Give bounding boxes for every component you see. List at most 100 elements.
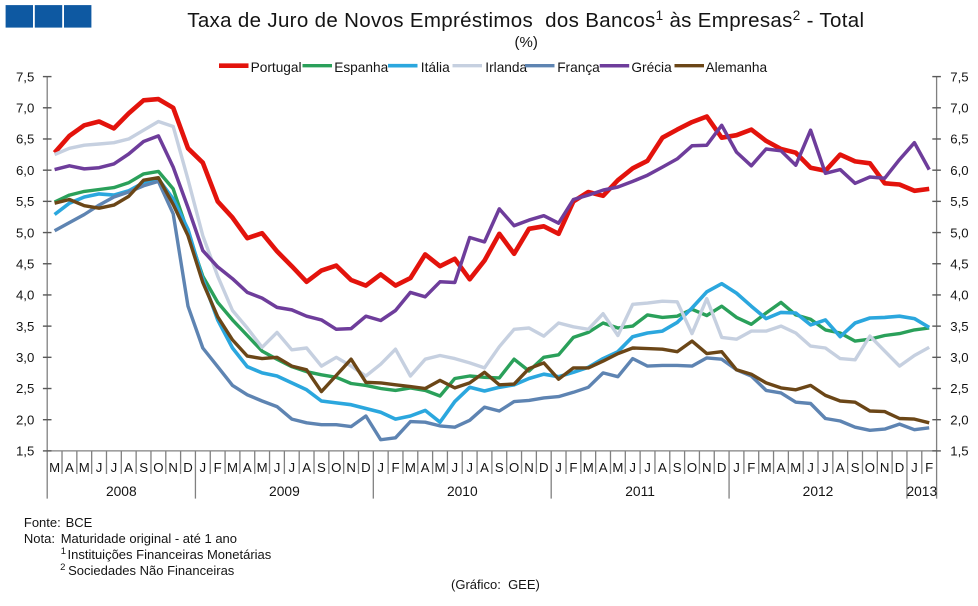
svg-text:N: N — [168, 460, 178, 475]
svg-text:M: M — [49, 460, 60, 475]
svg-text:7,0: 7,0 — [16, 101, 34, 116]
svg-text:N: N — [346, 460, 356, 475]
svg-text:D: D — [717, 460, 727, 475]
svg-text:6,0: 6,0 — [16, 163, 34, 178]
svg-text:M: M — [79, 460, 90, 475]
svg-text:3,0: 3,0 — [16, 350, 34, 365]
svg-text:4,5: 4,5 — [16, 256, 34, 271]
svg-text:J: J — [911, 460, 918, 475]
svg-text:A: A — [421, 460, 430, 475]
svg-text:F: F — [214, 460, 222, 475]
svg-text:F: F — [925, 460, 933, 475]
svg-text:2009: 2009 — [269, 484, 300, 499]
svg-text:Espanha: Espanha — [334, 60, 388, 75]
svg-text:7,0: 7,0 — [950, 101, 968, 116]
svg-text:N: N — [524, 460, 534, 475]
svg-text:2,5: 2,5 — [950, 381, 968, 396]
svg-text:2013: 2013 — [906, 484, 937, 499]
svg-text:J: J — [200, 460, 207, 475]
svg-text:2008: 2008 — [106, 484, 137, 499]
svg-text:4,0: 4,0 — [950, 288, 968, 303]
svg-text:A: A — [777, 460, 786, 475]
svg-text:A: A — [658, 460, 667, 475]
svg-text:D: D — [183, 460, 193, 475]
svg-text:J: J — [733, 460, 740, 475]
svg-text:J: J — [822, 460, 829, 475]
svg-text:3,5: 3,5 — [950, 319, 968, 334]
svg-text:J: J — [111, 460, 118, 475]
svg-text:O: O — [153, 460, 163, 475]
svg-text:F: F — [747, 460, 755, 475]
svg-text:J: J — [466, 460, 473, 475]
svg-text:M: M — [257, 460, 268, 475]
svg-text:A: A — [836, 460, 845, 475]
svg-text:S: S — [317, 460, 326, 475]
svg-text:(%): (%) — [515, 34, 538, 51]
svg-text:S: S — [495, 460, 504, 475]
svg-text:2,0: 2,0 — [16, 412, 34, 427]
svg-text:M: M — [790, 460, 801, 475]
svg-text:5,0: 5,0 — [16, 225, 34, 240]
svg-text:A: A — [302, 460, 311, 475]
svg-text:N: N — [880, 460, 890, 475]
svg-text:5,5: 5,5 — [16, 194, 34, 209]
svg-text:O: O — [509, 460, 519, 475]
svg-text:Maturidade original - até 1 an: Maturidade original - até 1 ano — [61, 531, 237, 546]
svg-text:2,0: 2,0 — [950, 412, 968, 427]
svg-text:Fonte:: Fonte: — [24, 515, 61, 530]
svg-text:A: A — [599, 460, 608, 475]
svg-text:D: D — [361, 460, 371, 475]
svg-text:N: N — [702, 460, 712, 475]
svg-text:J: J — [96, 460, 103, 475]
svg-text:O: O — [331, 460, 341, 475]
svg-text:2012: 2012 — [803, 484, 834, 499]
svg-text:A: A — [243, 460, 252, 475]
svg-text:6,5: 6,5 — [16, 132, 34, 147]
svg-text:Taxa de Juro de Novos Emprésti: Taxa de Juro de Novos Empréstimos dos Ba… — [187, 8, 864, 32]
svg-text:Itália: Itália — [421, 60, 450, 75]
svg-text:D: D — [895, 460, 905, 475]
svg-text:1,5: 1,5 — [950, 444, 968, 459]
svg-text:M: M — [227, 460, 238, 475]
svg-text:Alemanha: Alemanha — [706, 60, 768, 75]
svg-text:5,0: 5,0 — [950, 225, 968, 240]
svg-text:6,5: 6,5 — [950, 132, 968, 147]
svg-text:J: J — [629, 460, 636, 475]
svg-text:D: D — [539, 460, 549, 475]
svg-text:(Gráfico: GEE): (Gráfico: GEE) — [451, 577, 540, 592]
svg-text:J: J — [377, 460, 384, 475]
svg-text:2,5: 2,5 — [16, 381, 34, 396]
svg-text:2010: 2010 — [447, 484, 478, 499]
svg-text:Portugal: Portugal — [251, 60, 302, 75]
svg-text:5,5: 5,5 — [950, 194, 968, 209]
svg-text:A: A — [480, 460, 489, 475]
svg-text:Sociedades Não Financeiras: Sociedades Não Financeiras — [68, 563, 235, 578]
svg-text:7,5: 7,5 — [950, 69, 968, 84]
svg-text:2011: 2011 — [625, 484, 655, 499]
svg-text:Irlanda: Irlanda — [485, 60, 527, 75]
svg-text:7,5: 7,5 — [16, 69, 34, 84]
svg-text:M: M — [405, 460, 416, 475]
svg-text:2: 2 — [60, 562, 65, 573]
svg-text:3,0: 3,0 — [950, 350, 968, 365]
svg-text:O: O — [687, 460, 697, 475]
svg-text:A: A — [65, 460, 74, 475]
svg-text:4,0: 4,0 — [16, 288, 34, 303]
svg-text:6,0: 6,0 — [950, 163, 968, 178]
svg-text:O: O — [865, 460, 875, 475]
svg-text:4,5: 4,5 — [950, 256, 968, 271]
svg-text:M: M — [761, 460, 772, 475]
svg-text:J: J — [289, 460, 296, 475]
svg-text:M: M — [583, 460, 594, 475]
svg-text:F: F — [391, 460, 399, 475]
svg-text:S: S — [851, 460, 860, 475]
svg-text:Instituições Financeiras Monet: Instituições Financeiras Monetárias — [68, 547, 272, 562]
svg-text:S: S — [673, 460, 682, 475]
svg-text:M: M — [612, 460, 623, 475]
svg-text:3,5: 3,5 — [16, 319, 34, 334]
svg-text:J: J — [644, 460, 651, 475]
svg-text:França: França — [557, 60, 600, 75]
svg-text:J: J — [555, 460, 562, 475]
svg-text:J: J — [807, 460, 814, 475]
svg-text:A: A — [124, 460, 133, 475]
